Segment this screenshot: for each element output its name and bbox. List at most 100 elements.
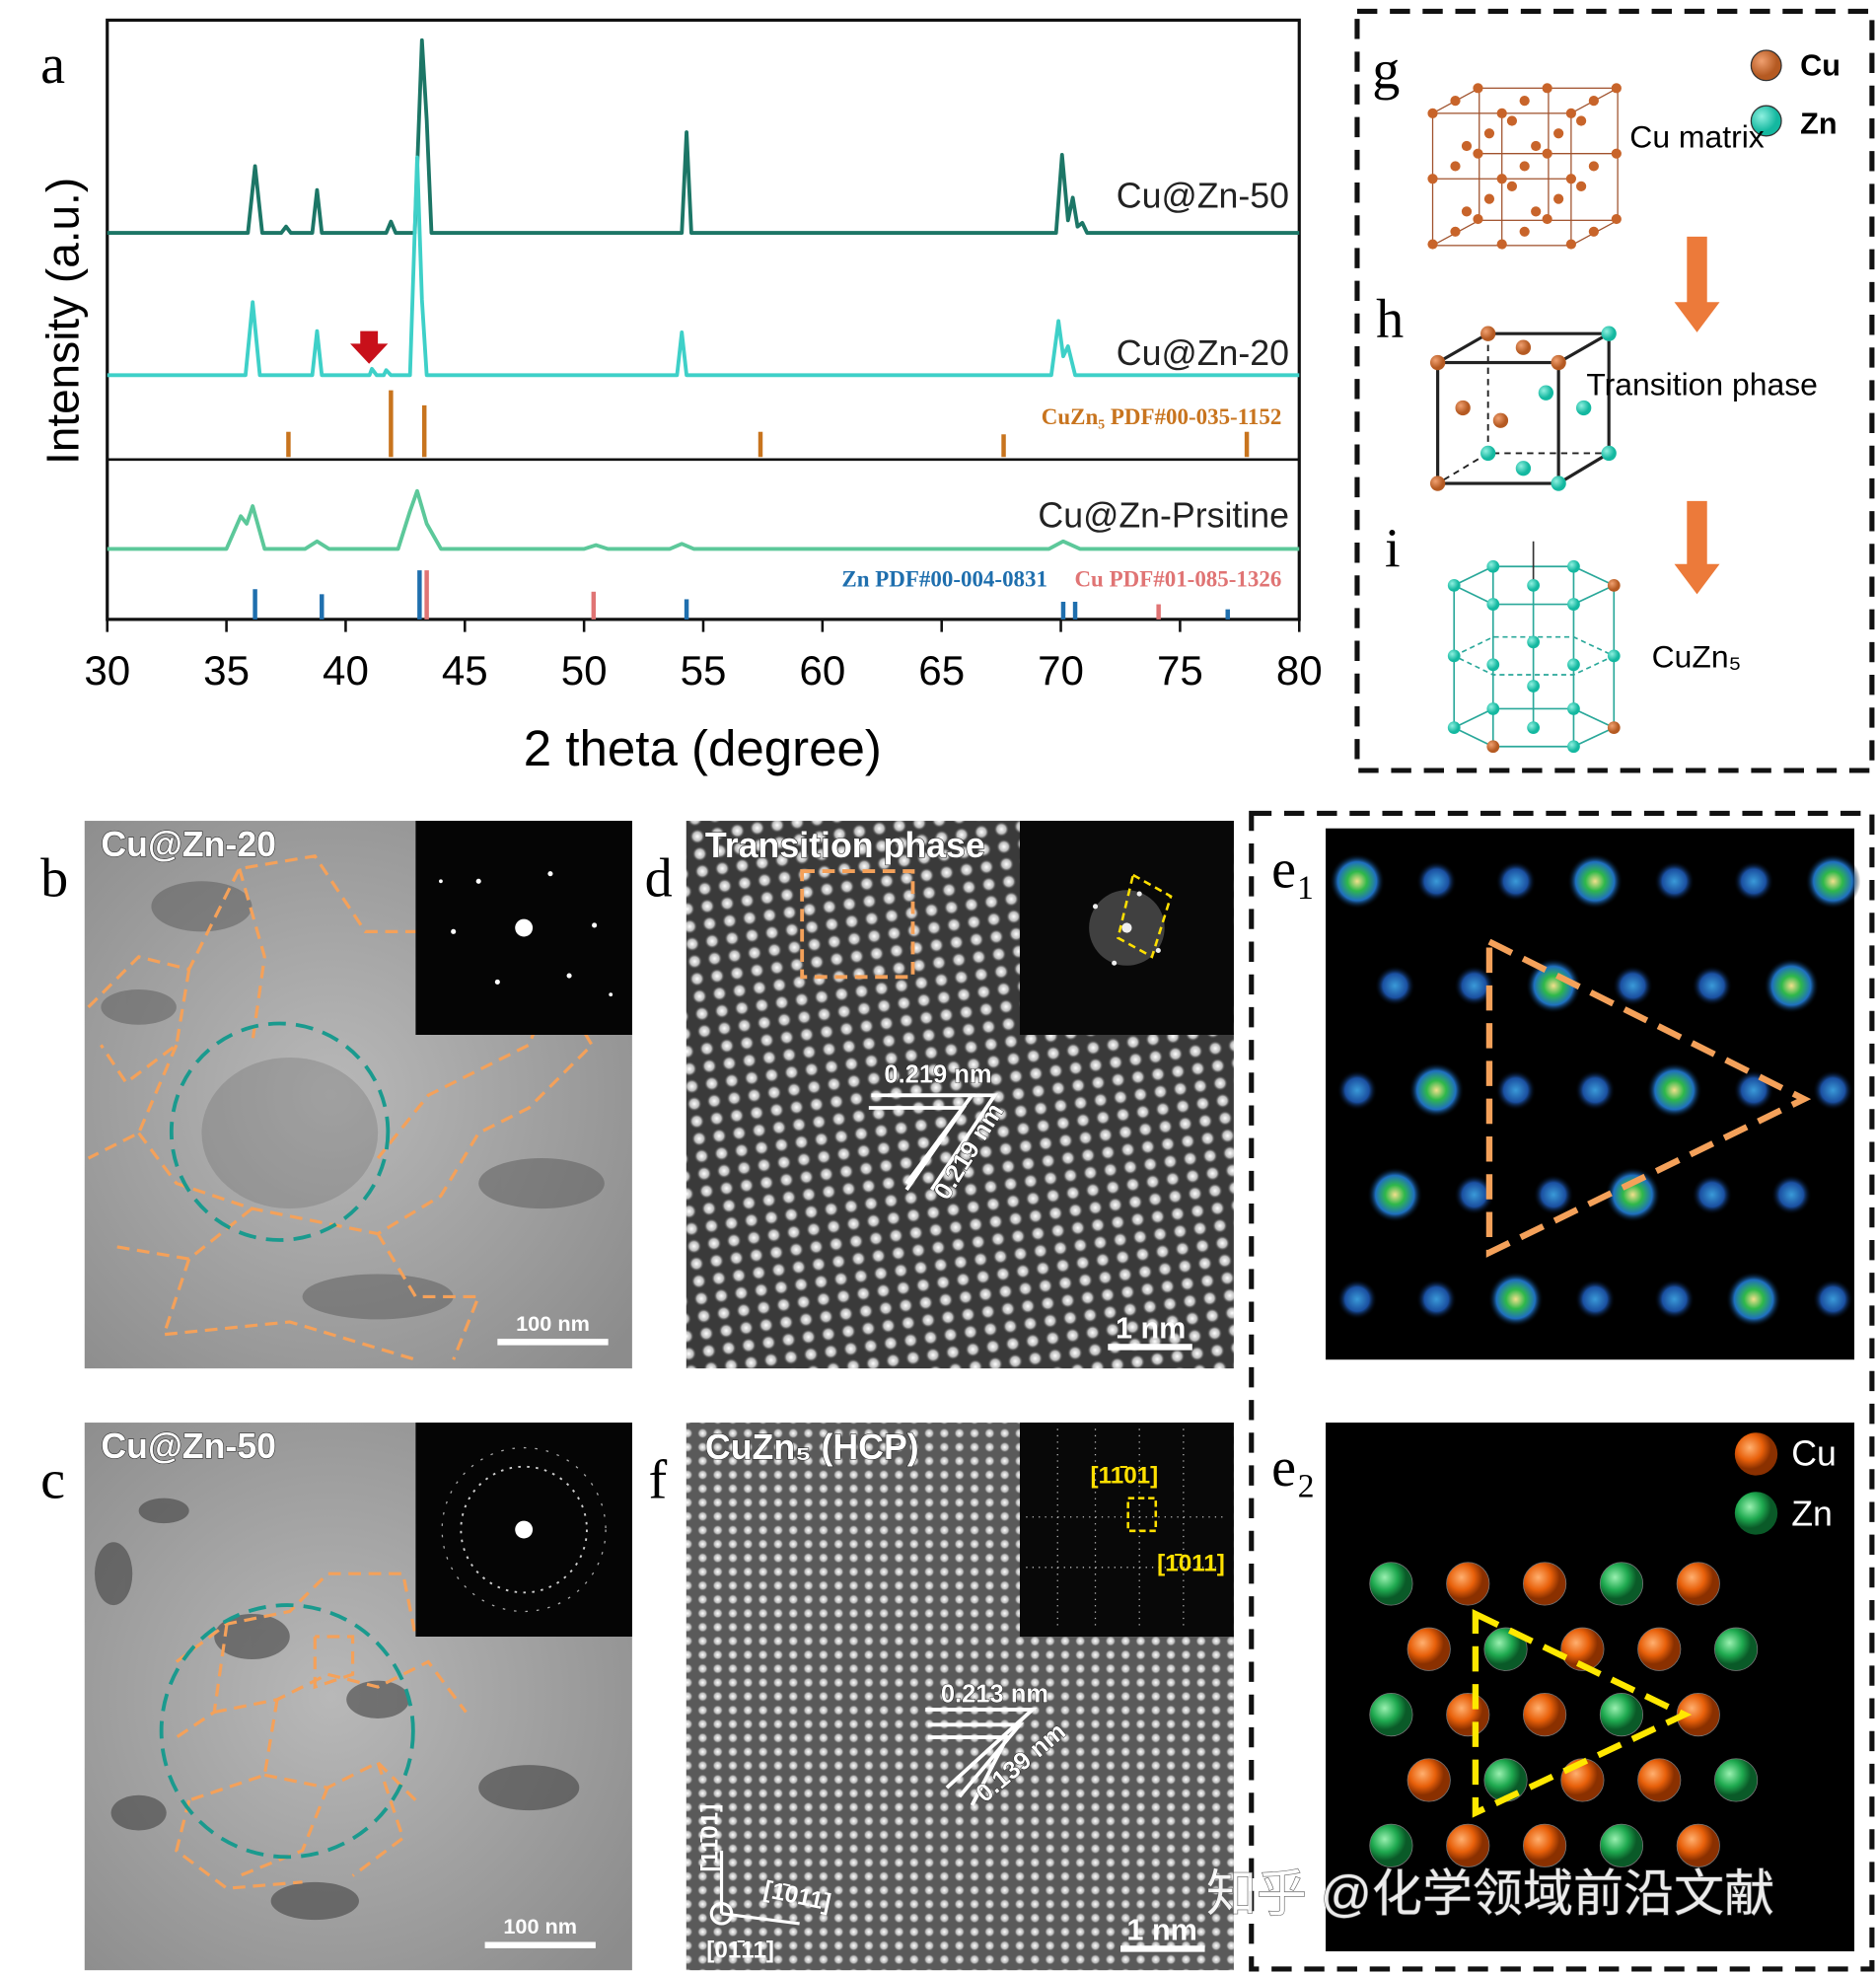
panel-label: h <box>1376 289 1404 350</box>
x-tick-label: 45 <box>442 647 488 694</box>
hcp-atoms <box>1447 559 1621 754</box>
atom <box>1599 1823 1644 1867</box>
atom-column <box>1574 1069 1616 1111</box>
fft-spots <box>1089 890 1165 966</box>
saed-center <box>515 1520 534 1539</box>
atom-column <box>1613 965 1653 1006</box>
atom <box>1576 115 1587 126</box>
atom <box>1486 740 1500 754</box>
atom-columns <box>1329 853 1861 1328</box>
image-texture <box>94 1498 580 1921</box>
atom-column <box>1805 853 1861 910</box>
spacing-label: 0.219 nm <box>884 1060 991 1088</box>
atom <box>1588 161 1599 172</box>
atom-column <box>1764 958 1820 1014</box>
xrd-panel: a Intensity (a.u.) 2 theta (degree) 30 35… <box>36 18 1323 776</box>
panel-label: i <box>1385 518 1401 579</box>
atom <box>1567 598 1580 611</box>
atom <box>1567 559 1580 573</box>
atom-column <box>1525 958 1582 1014</box>
atom-column <box>1574 1279 1616 1320</box>
atom <box>1450 161 1461 172</box>
panel-label: g <box>1372 39 1400 101</box>
atom <box>1446 1823 1490 1867</box>
atom <box>1542 213 1552 225</box>
atom <box>1446 1693 1490 1737</box>
atom <box>1565 108 1577 118</box>
fft-index: [1̄011] <box>1157 1551 1225 1577</box>
atom-column <box>1654 860 1695 902</box>
atom <box>1519 95 1530 107</box>
atom <box>1637 1758 1682 1802</box>
atom <box>1531 140 1542 152</box>
image-title: CuZn₅ (HCP) <box>705 1427 919 1467</box>
atom <box>1527 680 1540 693</box>
atom <box>1407 1758 1451 1802</box>
atom <box>1607 721 1621 734</box>
atom <box>1553 128 1564 139</box>
atom-column <box>1725 1271 1782 1328</box>
axis-index: [01̄11] <box>706 1937 774 1963</box>
atom <box>1553 193 1564 204</box>
image-title: Cu@Zn-50 <box>101 1426 276 1466</box>
atom <box>1588 226 1599 237</box>
fft-index: [11̄01] <box>1091 1462 1159 1489</box>
atom <box>1473 213 1483 225</box>
atom <box>1714 1758 1759 1802</box>
atom-column <box>1415 860 1457 902</box>
legend-label: Cu <box>1791 1433 1837 1473</box>
atom <box>1496 239 1507 250</box>
panel-label: e₁ <box>1271 840 1316 901</box>
atom-column <box>1336 1069 1378 1111</box>
atom <box>1565 174 1577 184</box>
triangle <box>1472 1608 1693 1818</box>
atom <box>1527 579 1540 592</box>
atom <box>1483 193 1495 204</box>
atom <box>1407 1627 1451 1671</box>
series-label: Cu@Zn-20 <box>1117 333 1289 373</box>
x-tick-label: 50 <box>561 647 608 694</box>
step-label: CuZn₅ <box>1652 638 1742 674</box>
atom <box>1676 1823 1720 1867</box>
atom-column <box>1654 1279 1695 1320</box>
hrtem-panel-d: d Transition phase 0.219 nm 0.219 nm 1 n… <box>645 821 1234 1369</box>
atom-column <box>1495 860 1537 902</box>
transition-atoms <box>1429 326 1617 491</box>
dashed-frame <box>1249 810 1875 1972</box>
panel-label: e₂ <box>1271 1437 1316 1499</box>
atom <box>1483 1627 1528 1671</box>
tem-panel-c: c Cu@Zn-50 100 nm <box>40 1423 632 1971</box>
atom <box>1473 83 1483 94</box>
axis-arrows <box>709 1850 800 1926</box>
atom-column <box>1733 860 1774 902</box>
atom <box>1496 108 1507 118</box>
saed-spots <box>439 871 613 997</box>
selection-box <box>800 869 915 980</box>
legend-swatch <box>1734 1432 1778 1476</box>
atom <box>1542 83 1552 94</box>
region-circle <box>159 1603 415 1860</box>
legend-swatch <box>1750 105 1782 137</box>
atom <box>1560 1627 1605 1671</box>
atom-column <box>1692 965 1733 1006</box>
atom <box>1450 226 1461 237</box>
step-label: Cu matrix <box>1629 118 1764 154</box>
atom <box>1523 1693 1567 1737</box>
annotation-arrow <box>350 330 389 364</box>
atom-column <box>1812 1279 1853 1320</box>
atom-column <box>1329 853 1386 910</box>
atom-column <box>1415 1279 1457 1320</box>
image-title: Transition phase <box>705 826 985 865</box>
legend-label: Zn <box>1800 107 1837 140</box>
fft-inset <box>1019 1423 1234 1637</box>
stem-panel-e: e₁ e₂ Cu Zn <box>1249 810 1875 1972</box>
spacing-label: 0.213 nm <box>941 1680 1048 1708</box>
tem-panel-b: b Cu@Zn-20 100 nm <box>40 821 632 1369</box>
x-axis-label: 2 theta (degree) <box>524 720 882 776</box>
atom-column <box>1487 1271 1544 1328</box>
atom <box>1599 1562 1644 1606</box>
x-tick-label: 30 <box>84 647 130 694</box>
atom <box>1486 559 1500 573</box>
watermark: 知乎 @化学领域前沿文献 <box>1206 1865 1774 1922</box>
atom-column <box>1567 853 1623 910</box>
